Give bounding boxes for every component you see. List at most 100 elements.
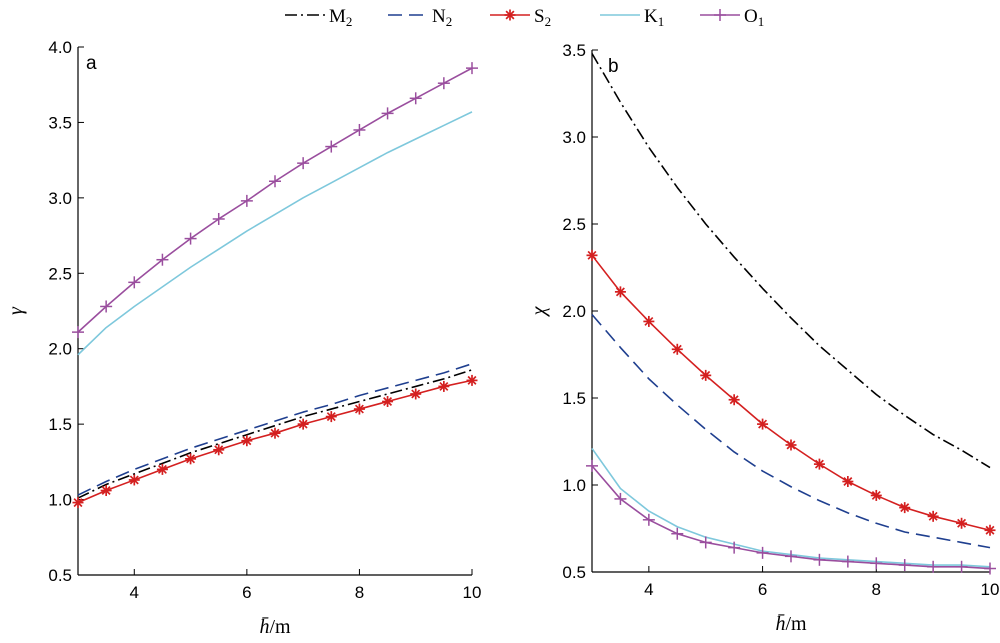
series-line (77, 379, 473, 504)
data-point (586, 459, 598, 472)
series-s2 (586, 249, 996, 536)
marker-stroke (644, 316, 654, 326)
data-point (72, 326, 84, 339)
data-point (671, 343, 683, 355)
series-line (77, 363, 473, 496)
data-point (466, 374, 478, 386)
series-k1 (591, 447, 991, 568)
series-line (77, 67, 473, 333)
x-tick-label: 4 (644, 580, 653, 599)
data-point (437, 77, 450, 90)
data-point (382, 396, 394, 408)
data-point (699, 536, 712, 549)
legend-label: K1 (644, 6, 664, 29)
legend-item-o1: O1 (700, 6, 764, 29)
legend: M2 N2 S2 K1 O1 (285, 6, 764, 29)
data-point (813, 553, 826, 566)
series-line (591, 53, 991, 469)
data-point (184, 232, 197, 245)
legend-item-s2: S2 (490, 6, 551, 29)
legend-marker (504, 9, 516, 21)
y-tick-label: 2.0 (562, 302, 586, 321)
x-tick-label: 6 (242, 583, 251, 602)
y-tick-label: 1.5 (48, 415, 72, 434)
data-point (841, 555, 854, 568)
data-point (728, 394, 740, 406)
data-point (955, 560, 968, 573)
data-point (185, 453, 197, 465)
y-tick-label: 0.5 (562, 563, 586, 582)
x-tick-label: 10 (463, 583, 482, 602)
series-m2 (77, 369, 473, 499)
marker-stroke (214, 445, 224, 455)
y-tick-label: 2.5 (48, 264, 72, 283)
legend-label: S2 (534, 6, 551, 29)
x-tick-label: 4 (130, 583, 139, 602)
y-axis-title: γ (5, 306, 27, 315)
legend-item-m2: M2 (285, 6, 352, 29)
data-point (671, 527, 684, 540)
data-point (785, 439, 797, 451)
marker-stroke (157, 464, 167, 474)
x-tick-label: 10 (981, 580, 1000, 599)
series-n2 (591, 313, 991, 549)
x-axis-title: h̄/m (259, 616, 291, 638)
data-point (756, 546, 769, 559)
data-point (984, 524, 996, 536)
y-tick-label: 3.0 (562, 128, 586, 147)
y-tick-label: 1.0 (562, 476, 586, 495)
marker-stroke (729, 395, 739, 405)
y-tick-label: 2.0 (48, 340, 72, 359)
data-point (984, 562, 996, 575)
data-point (927, 560, 940, 573)
marker-stroke (786, 440, 796, 450)
x-axis-title-unit: /m (785, 613, 807, 635)
data-point (269, 427, 281, 439)
x-axis-title-var: h̄ (775, 613, 785, 635)
data-point (642, 513, 655, 526)
data-point (614, 286, 626, 298)
series-m2 (591, 53, 991, 469)
data-point (842, 476, 854, 488)
data-point (899, 502, 911, 514)
data-point (128, 474, 140, 486)
data-point (353, 123, 366, 136)
legend-label: N2 (432, 6, 452, 29)
legend-item-k1: K1 (600, 6, 664, 29)
marker-stroke (326, 412, 336, 422)
marker-stroke (587, 250, 597, 260)
marker-stroke (186, 454, 196, 464)
data-point (757, 418, 769, 430)
data-point (409, 92, 422, 105)
data-point (297, 418, 309, 430)
data-point (438, 380, 450, 392)
x-tick-label: 6 (758, 580, 767, 599)
series-line (77, 369, 473, 499)
data-point (381, 107, 394, 120)
legend-marker (714, 9, 726, 21)
data-point (870, 557, 883, 570)
x-axis-title-unit: /m (269, 616, 291, 638)
data-point (785, 550, 797, 563)
data-point (269, 175, 281, 188)
panel-letter: a (86, 53, 97, 74)
marker-stroke (843, 477, 853, 487)
x-tick-label: 8 (872, 580, 881, 599)
y-tick-label: 2.5 (562, 215, 586, 234)
y-tick-label: 3.0 (48, 189, 72, 208)
marker-stroke (354, 404, 364, 414)
data-point (643, 315, 655, 327)
marker-stroke (758, 419, 768, 429)
marker-stroke (411, 389, 421, 399)
marker-stroke (928, 511, 938, 521)
marker-stroke (439, 381, 449, 391)
data-point (213, 444, 225, 456)
data-point (325, 411, 337, 423)
marker-stroke (242, 436, 252, 446)
series-line (591, 254, 991, 532)
legend-subscript: 2 (446, 14, 453, 29)
data-point (700, 369, 712, 381)
data-point (614, 492, 627, 505)
data-point (898, 559, 911, 572)
